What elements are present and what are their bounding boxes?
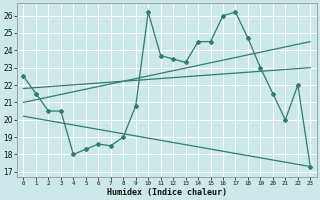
- X-axis label: Humidex (Indice chaleur): Humidex (Indice chaleur): [107, 188, 227, 197]
